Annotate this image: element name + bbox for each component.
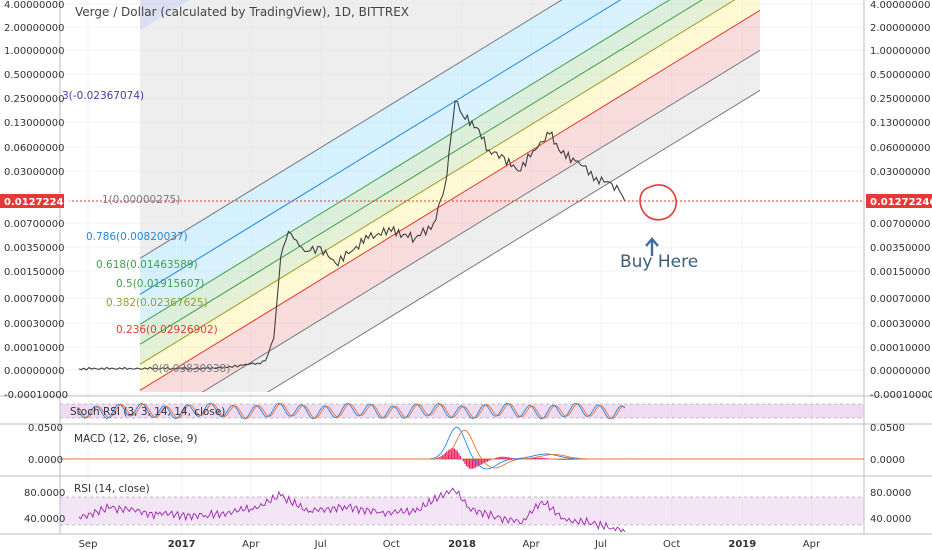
- annotation-text: Buy Here: [620, 252, 698, 272]
- time-tick-4: Oct: [383, 539, 400, 550]
- rsi-label: RSI (14, close): [74, 483, 150, 495]
- price-tick-left-13: 0.00030000: [4, 319, 64, 330]
- macd-tick-left-1: 0.0000: [28, 455, 63, 466]
- fib-label-6: 0(0.03830938): [152, 363, 230, 375]
- fib-label-0: 1(0.00000275): [102, 194, 180, 206]
- current-price-tag-left: 0.01272246: [0, 194, 70, 208]
- price-tick-right-13: 0.00030000: [870, 319, 930, 330]
- rsi-tick-right-0: 80.0000: [870, 488, 911, 499]
- annotation-circle: [639, 184, 677, 221]
- time-tick-9: 2019: [728, 539, 756, 550]
- time-tick-6: Apr: [522, 539, 540, 550]
- macd-signal-line: [78, 429, 625, 469]
- current-price-tag-right: 0.01272246: [866, 194, 932, 208]
- price-tick-left-6: 0.06000000: [4, 143, 64, 154]
- macd-tick-right-0: 0.0500: [870, 423, 905, 434]
- fib-label-5: 0.236(0.02926902): [116, 324, 218, 336]
- time-tick-5: 2018: [448, 539, 476, 550]
- price-tick-left-4: 0.25000000: [4, 94, 64, 105]
- price-tick-left-3: 0.50000000: [4, 70, 64, 81]
- price-tick-left-5: 0.13000000: [4, 118, 64, 129]
- fib-line-2: [139, 0, 736, 365]
- price-line: [78, 100, 626, 371]
- fib-label-4: 0.382(0.02367625): [106, 297, 208, 309]
- time-tick-1: 2017: [168, 539, 196, 550]
- rsi-tick-right-1: 40.0000: [870, 514, 911, 525]
- stoch-k-line: [78, 402, 626, 420]
- time-tick-8: Oct: [663, 539, 680, 550]
- price-tick-left-12: 0.00070000: [4, 294, 64, 305]
- stoch-d-line: [78, 403, 625, 419]
- price-axis-left: 4.00000000 2.00000000 1.00000000 0.50000000…: [4, 0, 68, 401]
- fib-band-1: [140, 0, 760, 391]
- rsi-line: [78, 487, 626, 533]
- price-tick-left-0: 4.00000000: [4, 0, 64, 11]
- price-tick-right-11: 0.00150000: [870, 267, 930, 278]
- price-tick-left-11: 0.00150000: [4, 267, 64, 278]
- fib-line-0: [201, 49, 761, 392]
- macd-label: MACD (12, 26, close, 9): [74, 433, 197, 445]
- macd-pane: MACD (12, 26, close, 9) 0.0500 0.0000 0.…: [28, 423, 905, 470]
- fib-line-4: [139, 0, 671, 325]
- fib-line-1: [139, 9, 761, 391]
- price-tick-right-9: 0.00700000: [870, 219, 930, 230]
- time-tick-3: Jul: [314, 539, 327, 550]
- fib-label-1: 0.786(0.00820037): [86, 231, 188, 243]
- fib-line-3: [139, 0, 703, 345]
- buy-annotation: Buy Here: [620, 184, 698, 272]
- price-tick-right-10: 0.00350000: [870, 243, 930, 254]
- price-tick-right-1: 2.00000000: [870, 23, 930, 34]
- fib-channel: [139, 0, 761, 392]
- macd-tick-right-1: 0.0000: [870, 455, 905, 466]
- price-tick-right-5: 0.13000000: [870, 118, 930, 129]
- price-tick-left-1: 2.00000000: [4, 23, 64, 34]
- rsi-tick-left-0: 80.0000: [24, 488, 65, 499]
- rsi-pane: RSI (14, close) 80.0000 40.0000 80.0000 …: [24, 483, 911, 533]
- chart-title: Verge / Dollar (calculated by TradingVie…: [75, 5, 409, 19]
- up-arrow-icon: [645, 237, 659, 256]
- fib-line-8: [266, 89, 761, 392]
- price-tick-right-7: 0.03000000: [870, 167, 930, 178]
- price-tick-right-4: 0.25000000: [870, 94, 930, 105]
- macd-tick-left-0: 0.0500: [28, 423, 63, 434]
- fib-line-6: [139, 0, 563, 259]
- svg-text:0.01272246: 0.01272246: [870, 197, 932, 208]
- price-tick-left-16: -0.00010000: [4, 390, 68, 401]
- price-tick-left-15: 0.00000000: [4, 366, 64, 377]
- fib-label-2: 0.618(0.01463589): [96, 259, 198, 271]
- fib-labels: 1(0.00000275) 0.786(0.00820037) 0.618(0.01…: [62, 90, 230, 375]
- time-tick-0: Sep: [79, 539, 98, 550]
- price-tick-right-12: 0.00070000: [870, 294, 930, 305]
- svg-text:0.01272246: 0.01272246: [4, 197, 70, 208]
- price-tick-right-3: 0.50000000: [870, 70, 930, 81]
- time-tick-7: Jul: [594, 539, 607, 550]
- time-tick-2: Apr: [242, 539, 260, 550]
- stoch-rsi-pane: Stoch RSI (3, 3, 14, 14, close): [60, 402, 864, 420]
- stoch-rsi-label: Stoch RSI (3, 3, 14, 14, close): [70, 406, 225, 418]
- time-axis: Sep 2017 Apr Jul Oct 2018 Apr Jul Oct 2019 Apr: [79, 539, 821, 550]
- fib-label-3: 0.5(0.01915607): [116, 278, 204, 290]
- fib-band-7: [140, 0, 190, 31]
- price-tick-right-6: 0.06000000: [870, 143, 930, 154]
- price-axis-right: 4.00000000 2.00000000 1.00000000 0.50000000…: [870, 0, 932, 401]
- fib-label-7: 3(-0.02367074): [62, 90, 144, 102]
- price-tick-left-9: 0.00700000: [4, 219, 64, 230]
- macd-histogram: [432, 448, 580, 469]
- price-tick-left-14: 0.00010000: [4, 343, 64, 354]
- fib-band-6: [140, 0, 562, 259]
- price-tick-left-10: 0.00350000: [4, 243, 64, 254]
- price-tick-left-7: 0.03000000: [4, 167, 64, 178]
- price-tick-right-16: -0.00010000: [870, 390, 932, 401]
- time-tick-10: Apr: [803, 539, 821, 550]
- rsi-tick-left-1: 40.0000: [24, 514, 65, 525]
- price-tick-left-2: 1.00000000: [4, 46, 64, 57]
- fib-line-5: [139, 0, 622, 295]
- price-tick-right-15: 0.00000000: [870, 366, 930, 377]
- price-tick-right-0: 4.00000000: [870, 0, 930, 11]
- price-tick-right-2: 1.00000000: [870, 46, 930, 57]
- price-tick-right-14: 0.00010000: [870, 343, 930, 354]
